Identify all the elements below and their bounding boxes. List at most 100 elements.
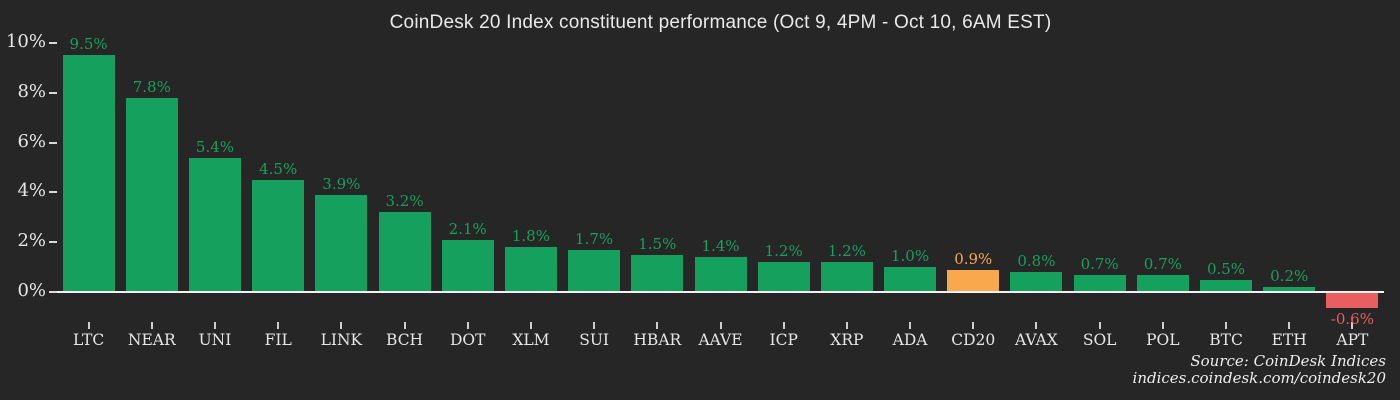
bar-value-label: 1.2% xyxy=(827,242,866,261)
bar-icp xyxy=(757,262,810,292)
x-axis-tick-mark xyxy=(656,322,659,329)
zero-axis-line xyxy=(57,291,1384,293)
source-attribution: Source: CoinDesk Indices xyxy=(1190,352,1386,370)
x-axis-label-uni: UNI xyxy=(198,331,232,349)
bar-xlm xyxy=(504,247,557,292)
x-axis-label-avax: AVAX xyxy=(1015,331,1058,349)
x-axis-label-hbar: HBAR xyxy=(633,331,682,349)
source-url: indices.coindesk.com/coindesk20 xyxy=(1132,369,1386,387)
x-axis-label-xrp: XRP xyxy=(830,331,864,349)
x-axis-label-fil: FIL xyxy=(264,331,292,349)
x-axis-tick-mark xyxy=(1288,322,1291,329)
x-axis-label-sui: SUI xyxy=(579,331,610,349)
bar-value-label: 3.2% xyxy=(385,192,424,211)
bar-bch xyxy=(378,212,431,292)
bar-dot xyxy=(441,239,494,292)
bar-sol xyxy=(1073,274,1126,292)
y-axis-tick-label: 8% xyxy=(17,80,46,102)
x-axis-tick-mark xyxy=(845,322,848,329)
x-axis-tick-mark xyxy=(593,322,596,329)
bar-aave xyxy=(694,257,747,292)
bar-near xyxy=(125,97,178,292)
bar-xrp xyxy=(820,262,873,292)
bar-value-label: 0.7% xyxy=(1143,254,1182,273)
x-axis-tick-mark xyxy=(150,322,153,329)
bar-value-label: -0.6% xyxy=(1330,309,1374,328)
bar-value-label: 0.9% xyxy=(954,249,993,268)
bar-fil xyxy=(252,179,305,292)
x-axis-tick-mark xyxy=(1351,322,1354,329)
x-axis-label-link: LINK xyxy=(320,331,363,349)
x-axis-label-bch: BCH xyxy=(386,331,424,349)
x-axis-tick-mark xyxy=(529,322,532,329)
x-axis-label-eth: ETH xyxy=(1271,331,1307,349)
x-axis-label-cd20: CD20 xyxy=(951,331,996,349)
bar-value-label: 0.5% xyxy=(1206,259,1246,278)
x-axis-label-apt: APT xyxy=(1336,331,1369,349)
bar-value-label: 1.7% xyxy=(575,229,614,248)
x-axis-label-btc: BTC xyxy=(1209,331,1243,349)
bar-ltc xyxy=(62,55,115,292)
x-axis-label-icp: ICP xyxy=(769,331,798,349)
y-axis-tick-label: 4% xyxy=(17,180,46,202)
x-axis-label-ada: ADA xyxy=(892,331,928,349)
bar-value-label: 1.8% xyxy=(511,227,550,246)
bar-value-label: 1.4% xyxy=(701,237,740,256)
y-axis-tick-label: 0% xyxy=(17,280,46,301)
bar-uni xyxy=(188,157,241,292)
bar-value-label: 1.5% xyxy=(638,234,677,253)
x-axis-tick-mark xyxy=(1098,322,1101,329)
bar-pol xyxy=(1136,274,1189,292)
bar-value-label: 3.9% xyxy=(322,174,361,193)
chart-title: CoinDesk 20 Index constituent performanc… xyxy=(389,12,1052,33)
bar-eth xyxy=(1263,287,1316,292)
x-axis-label-pol: POL xyxy=(1146,331,1180,349)
x-axis-tick-mark xyxy=(1161,322,1164,329)
bar-cd20 xyxy=(947,269,1000,292)
bar-value-label: 0.7% xyxy=(1080,254,1119,273)
x-axis-label-xlm: XLM xyxy=(512,331,550,349)
x-axis-label-aave: AAVE xyxy=(698,331,743,349)
x-axis-tick-mark xyxy=(1035,322,1038,329)
bar-avax xyxy=(1010,272,1063,292)
x-axis-tick-mark xyxy=(403,322,406,329)
x-axis-tick-mark xyxy=(972,322,975,329)
bar-value-label: 4.5% xyxy=(259,159,298,178)
y-axis-tick-mark xyxy=(49,141,57,144)
bar-value-label: 1.0% xyxy=(891,247,930,266)
x-axis-tick-mark xyxy=(1225,322,1228,329)
bar-value-label: 0.8% xyxy=(1017,252,1056,271)
bar-ada xyxy=(884,267,937,292)
x-axis-tick-mark xyxy=(213,322,216,329)
bar-value-label: 0.2% xyxy=(1270,267,1309,286)
x-axis-tick-mark xyxy=(277,322,280,329)
bar-value-label: 7.8% xyxy=(132,77,171,96)
x-axis-label-ltc: LTC xyxy=(72,331,105,349)
y-axis-tick-mark xyxy=(49,291,57,293)
x-axis-label-dot: DOT xyxy=(449,331,486,349)
x-axis-tick-mark xyxy=(782,322,785,329)
x-axis-tick-mark xyxy=(340,322,343,329)
y-axis-tick-mark xyxy=(49,91,57,94)
y-axis-tick-mark xyxy=(49,241,57,244)
bar-link xyxy=(315,194,368,292)
y-axis-tick-mark xyxy=(49,42,57,44)
x-axis-tick-mark xyxy=(466,322,469,329)
x-axis-tick-mark xyxy=(909,322,912,329)
x-axis-label-near: NEAR xyxy=(127,331,176,349)
bar-hbar xyxy=(631,254,684,292)
bar-value-label: 5.4% xyxy=(195,137,235,156)
bar-btc xyxy=(1200,279,1253,292)
x-axis-label-sol: SOL xyxy=(1082,331,1117,349)
y-axis-tick-label: 10% xyxy=(5,31,46,52)
y-axis-tick-label: 6% xyxy=(17,130,46,152)
y-axis-tick-mark xyxy=(49,191,57,194)
bar-sui xyxy=(568,249,621,292)
x-axis-tick-mark xyxy=(87,322,90,329)
y-axis-tick-label: 2% xyxy=(17,230,46,252)
bar-value-label: 2.1% xyxy=(448,219,487,238)
bar-apt xyxy=(1326,293,1379,308)
x-axis-tick-mark xyxy=(719,322,722,329)
bar-value-label: 9.5% xyxy=(69,35,108,54)
